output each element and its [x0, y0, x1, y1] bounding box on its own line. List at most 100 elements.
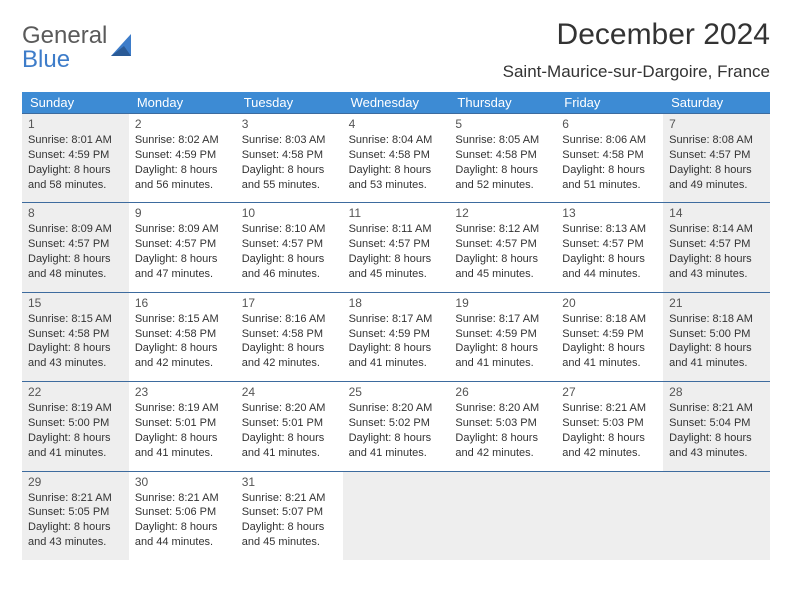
cell-line: Sunrise: 8:01 AM: [28, 133, 123, 148]
cell-line: Daylight: 8 hours: [28, 520, 123, 535]
calendar-cell: 31Sunrise: 8:21 AMSunset: 5:07 PMDayligh…: [236, 471, 343, 560]
cell-line: Sunrise: 8:21 AM: [135, 491, 230, 506]
cell-line: Sunset: 5:01 PM: [135, 416, 230, 431]
cell-line: Sunset: 4:57 PM: [669, 237, 764, 252]
cell-line: Sunset: 4:57 PM: [562, 237, 657, 252]
cell-line: and 48 minutes.: [28, 267, 123, 282]
cell-line: and 41 minutes.: [455, 356, 550, 371]
day-number: 13: [562, 206, 657, 220]
cell-line: Daylight: 8 hours: [28, 341, 123, 356]
cell-line: and 46 minutes.: [242, 267, 337, 282]
cell-line: Sunset: 4:57 PM: [28, 237, 123, 252]
cell-line: Sunset: 5:01 PM: [242, 416, 337, 431]
cell-line: Sunrise: 8:18 AM: [669, 312, 764, 327]
cell-line: Daylight: 8 hours: [28, 431, 123, 446]
cell-line: Sunrise: 8:09 AM: [135, 222, 230, 237]
cell-line: Sunrise: 8:10 AM: [242, 222, 337, 237]
calendar-cell: 9Sunrise: 8:09 AMSunset: 4:57 PMDaylight…: [129, 202, 236, 291]
cell-line: and 42 minutes.: [135, 356, 230, 371]
day-number: 24: [242, 385, 337, 399]
day-header: Wednesday: [343, 92, 450, 113]
cell-line: Sunset: 4:59 PM: [28, 148, 123, 163]
cell-line: Sunset: 5:03 PM: [562, 416, 657, 431]
cell-line: Daylight: 8 hours: [669, 431, 764, 446]
day-header: Monday: [129, 92, 236, 113]
calendar-cell: 30Sunrise: 8:21 AMSunset: 5:06 PMDayligh…: [129, 471, 236, 560]
calendar-cell: 23Sunrise: 8:19 AMSunset: 5:01 PMDayligh…: [129, 381, 236, 470]
cell-line: Daylight: 8 hours: [349, 163, 444, 178]
calendar-cell: 11Sunrise: 8:11 AMSunset: 4:57 PMDayligh…: [343, 202, 450, 291]
day-number: 2: [135, 117, 230, 131]
cell-line: and 55 minutes.: [242, 178, 337, 193]
day-number: 18: [349, 296, 444, 310]
cell-line: Daylight: 8 hours: [349, 341, 444, 356]
cell-line: Daylight: 8 hours: [669, 163, 764, 178]
cell-line: Sunset: 4:58 PM: [135, 327, 230, 342]
cell-line: Daylight: 8 hours: [242, 341, 337, 356]
calendar-cell: 2Sunrise: 8:02 AMSunset: 4:59 PMDaylight…: [129, 113, 236, 202]
calendar: SundayMondayTuesdayWednesdayThursdayFrid…: [22, 92, 770, 560]
cell-line: Sunset: 4:57 PM: [349, 237, 444, 252]
calendar-cell: 21Sunrise: 8:18 AMSunset: 5:00 PMDayligh…: [663, 292, 770, 381]
calendar-cell: 28Sunrise: 8:21 AMSunset: 5:04 PMDayligh…: [663, 381, 770, 470]
day-number: 9: [135, 206, 230, 220]
cell-line: Sunset: 5:02 PM: [349, 416, 444, 431]
calendar-cell: 14Sunrise: 8:14 AMSunset: 4:57 PMDayligh…: [663, 202, 770, 291]
day-number: 14: [669, 206, 764, 220]
calendar-cell: 15Sunrise: 8:15 AMSunset: 4:58 PMDayligh…: [22, 292, 129, 381]
cell-line: Daylight: 8 hours: [28, 163, 123, 178]
cell-line: Sunset: 4:57 PM: [242, 237, 337, 252]
cell-line: Daylight: 8 hours: [455, 252, 550, 267]
calendar-cell: 5Sunrise: 8:05 AMSunset: 4:58 PMDaylight…: [449, 113, 556, 202]
cell-line: Sunset: 4:57 PM: [669, 148, 764, 163]
cell-line: Sunrise: 8:19 AM: [28, 401, 123, 416]
header: General Blue December 2024 Saint-Maurice…: [22, 18, 770, 86]
calendar-cell: 13Sunrise: 8:13 AMSunset: 4:57 PMDayligh…: [556, 202, 663, 291]
cell-line: and 45 minutes.: [242, 535, 337, 550]
day-header: Sunday: [22, 92, 129, 113]
cell-line: Daylight: 8 hours: [349, 252, 444, 267]
cell-line: Sunrise: 8:18 AM: [562, 312, 657, 327]
calendar-cell: 20Sunrise: 8:18 AMSunset: 4:59 PMDayligh…: [556, 292, 663, 381]
cell-line: Daylight: 8 hours: [242, 252, 337, 267]
calendar-cell: 8Sunrise: 8:09 AMSunset: 4:57 PMDaylight…: [22, 202, 129, 291]
cell-line: Sunrise: 8:16 AM: [242, 312, 337, 327]
day-number: 16: [135, 296, 230, 310]
day-number: 31: [242, 475, 337, 489]
day-header: Thursday: [449, 92, 556, 113]
day-header: Tuesday: [236, 92, 343, 113]
logo-word2: Blue: [22, 48, 107, 72]
cell-line: and 44 minutes.: [135, 535, 230, 550]
cell-line: and 41 minutes.: [349, 446, 444, 461]
cell-line: Daylight: 8 hours: [242, 163, 337, 178]
calendar-cell: [663, 471, 770, 560]
cell-line: Sunrise: 8:11 AM: [349, 222, 444, 237]
cell-line: and 41 minutes.: [349, 356, 444, 371]
cell-line: Sunset: 4:58 PM: [455, 148, 550, 163]
cell-line: and 51 minutes.: [562, 178, 657, 193]
calendar-cell: 24Sunrise: 8:20 AMSunset: 5:01 PMDayligh…: [236, 381, 343, 470]
calendar-week: 22Sunrise: 8:19 AMSunset: 5:00 PMDayligh…: [22, 381, 770, 470]
day-number: 10: [242, 206, 337, 220]
day-number: 27: [562, 385, 657, 399]
cell-line: Sunrise: 8:12 AM: [455, 222, 550, 237]
cell-line: and 43 minutes.: [669, 267, 764, 282]
cell-line: Sunrise: 8:20 AM: [455, 401, 550, 416]
cell-line: and 41 minutes.: [562, 356, 657, 371]
day-number: 8: [28, 206, 123, 220]
cell-line: and 43 minutes.: [669, 446, 764, 461]
cell-line: Daylight: 8 hours: [242, 520, 337, 535]
calendar-weeks: 1Sunrise: 8:01 AMSunset: 4:59 PMDaylight…: [22, 113, 770, 560]
cell-line: Sunrise: 8:21 AM: [562, 401, 657, 416]
cell-line: Sunrise: 8:05 AM: [455, 133, 550, 148]
cell-line: Daylight: 8 hours: [28, 252, 123, 267]
calendar-cell: [449, 471, 556, 560]
day-header: Saturday: [663, 92, 770, 113]
cell-line: Sunset: 5:07 PM: [242, 505, 337, 520]
calendar-week: 29Sunrise: 8:21 AMSunset: 5:05 PMDayligh…: [22, 471, 770, 560]
cell-line: Daylight: 8 hours: [669, 341, 764, 356]
location: Saint-Maurice-sur-Dargoire, France: [503, 62, 770, 82]
calendar-cell: 16Sunrise: 8:15 AMSunset: 4:58 PMDayligh…: [129, 292, 236, 381]
month-title: December 2024: [503, 18, 770, 52]
cell-line: Sunset: 5:00 PM: [669, 327, 764, 342]
